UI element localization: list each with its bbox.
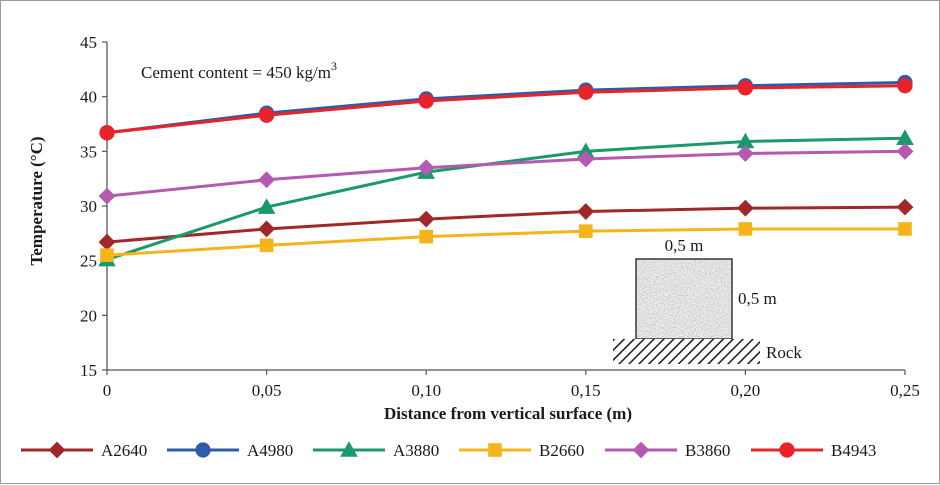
rock-label: Rock [766,343,802,362]
legend-item-a4980: A4980 [167,441,293,460]
legend-marker [48,441,66,459]
legend-label: A2640 [101,441,147,460]
data-point-b4943 [897,78,913,94]
series-a4980 [99,74,913,141]
y-tick-label: 20 [80,306,97,325]
series-line-a3880 [106,136,906,261]
series-line-a2640 [106,205,906,244]
data-point-a3880 [896,129,914,146]
y-tick-label: 40 [80,88,97,107]
data-point-b3860 [896,142,914,160]
concrete-block [635,258,733,340]
data-point-a3880 [736,132,755,149]
data-point-a2640 [98,233,116,251]
legend-marker [632,441,650,459]
x-tick-label: 0 [103,381,112,400]
x-tick-label: 0,10 [411,381,441,400]
cement-content-annotation: Cement content = 450 kg/m3 [141,59,337,82]
legend-marker [340,441,358,457]
legend-item-b4943: B4943 [751,441,876,460]
legend-marker [195,442,211,458]
data-point-b3860 [258,171,275,189]
y-tick-label: 25 [80,252,97,271]
data-point-b3860 [98,187,116,205]
block-width-label: 0,5 m [665,236,704,255]
data-point-b3860 [417,159,435,177]
legend-item-a3880: A3880 [313,441,439,460]
y-tick-label: 45 [80,33,97,52]
series-line-b3860 [106,149,906,198]
data-point-a2640 [417,210,435,228]
series-b2660 [100,222,912,262]
data-point-b4943 [259,107,275,123]
series-line-a4980 [106,80,906,135]
legend-item-a2640: A2640 [21,441,147,460]
rock-hatch [613,339,760,364]
legend: A2640 A4980 A3880 B2660 B3860 B4943 [21,441,876,460]
data-point-a2640 [577,203,595,220]
data-point-b4943 [99,125,115,141]
data-point-b2660 [579,224,593,238]
y-ticks: 15 20 25 30 35 40 45 [80,33,107,380]
data-point-b4943 [578,84,594,100]
data-point-a3880 [257,198,276,214]
series-line-b4943 [106,84,906,135]
data-point-b2660 [419,229,433,244]
legend-item-b3860: B3860 [605,441,730,460]
data-point-b3860 [737,145,754,162]
axes [106,42,905,371]
legend-marker [488,443,502,457]
series-layer [98,74,914,267]
x-tick-label: 0,20 [731,381,761,400]
data-point-b2660 [738,222,753,236]
data-point-b2660 [259,238,274,253]
y-tick-label: 35 [80,142,97,161]
annotation-superscript: 3 [331,59,337,73]
data-point-a3880 [577,142,595,159]
data-point-a2640 [737,199,754,217]
block-on-rock-diagram: 0,5 m 0,5 m Rock [613,236,802,364]
data-point-b2660 [100,248,114,262]
data-point-a2640 [896,198,914,216]
legend-label: B2660 [539,441,584,460]
legend-marker [779,442,795,458]
x-tick-label: 0,25 [890,381,920,400]
data-point-b3860 [577,150,595,168]
legend-label: B3860 [685,441,730,460]
data-point-a2640 [258,220,275,238]
legend-label: A3880 [393,441,439,460]
x-axis-title: Distance from vertical surface (m) [384,404,632,423]
legend-label: A4980 [247,441,293,460]
y-axis-title: Temperature (°C) [27,136,46,265]
series-a2640 [98,198,914,251]
data-point-b2660 [898,222,912,236]
x-tick-label: 0,15 [571,381,601,400]
legend-label: B4943 [831,441,876,460]
data-point-b4943 [418,93,434,109]
y-tick-label: 15 [80,361,97,380]
x-ticks: 0 0,05 0,10 0,15 0,20 0,25 [103,370,920,400]
y-tick-label: 30 [80,197,97,216]
block-height-label: 0,5 m [738,289,777,308]
legend-item-b2660: B2660 [459,441,584,460]
series-line-b2660 [106,227,905,257]
x-tick-label: 0,05 [252,381,282,400]
series-a3880 [98,129,914,267]
series-b4943 [99,78,913,141]
data-point-b4943 [737,80,754,96]
series-b3860 [98,142,914,205]
